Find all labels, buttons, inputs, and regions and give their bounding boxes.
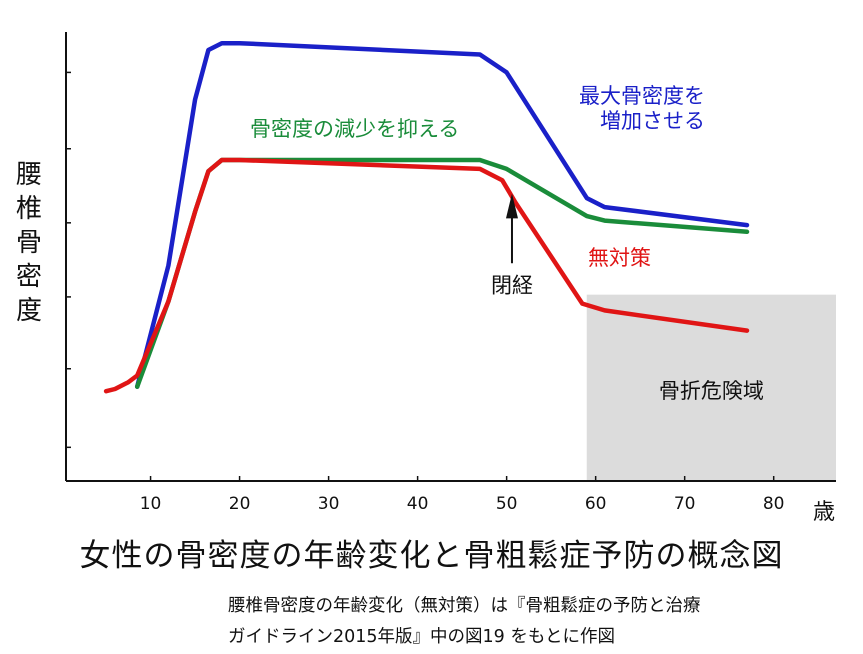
x-tick-label: 80 [763,494,785,514]
series-label-suppress: 骨密度の減少を抑える [250,117,459,141]
x-tick-label: 30 [318,494,340,514]
fracture-risk-zone-label: 骨折危険域 [659,379,764,403]
source-note-line2: ガイドライン2015年版』中の図19 をもとに作図 [228,627,616,647]
series-line-no-measure [103,157,750,394]
y-axis-label-char: 密 [15,262,42,292]
series-label-maximize-line2: 増加させる [600,109,705,133]
x-tick-label: 20 [229,494,251,514]
series-label-maximize-line1: 最大骨密度を [579,84,705,108]
y-axis-label-char: 椎 [15,194,42,224]
chart-title: 女性の骨密度の年齢変化と骨粗鬆症予防の概念図 [79,538,784,574]
x-tick-label: 70 [674,494,696,514]
y-axis-label-char: 度 [15,296,42,326]
menopause-arrow [505,193,518,264]
x-tick-label: 50 [496,494,518,514]
x-tick-label: 10 [140,494,162,514]
y-axis-label-char: 骨 [15,228,42,258]
x-tick-label: 60 [585,494,607,514]
series-layer [103,40,750,394]
x-axis-ticks: 10 20 30 40 50 60 70 80 [140,476,785,514]
menopause-label: 閉経 [491,273,533,297]
x-axis-unit-label: 歳 [813,500,836,525]
source-note-line1: 腰椎骨密度の年齢変化（無対策）は『骨粗鬆症の予防と治療 [228,596,701,616]
series-label-no-measure: 無対策 [588,246,651,270]
x-tick-label: 40 [407,494,429,514]
series-line-maximize [134,40,750,389]
y-axis-label: 腰椎骨密度 [14,158,44,328]
y-axis-label-char: 腰 [15,160,42,190]
